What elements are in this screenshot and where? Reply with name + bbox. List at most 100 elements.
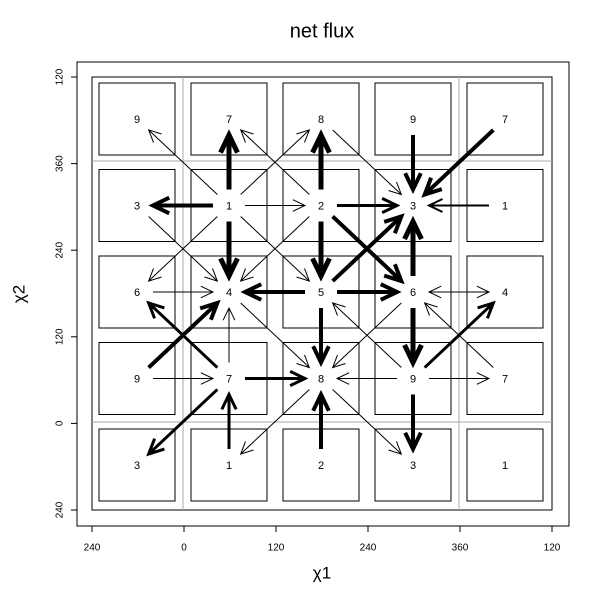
node-label: 7 bbox=[226, 114, 232, 126]
node-bg bbox=[498, 111, 512, 127]
flux-arrow bbox=[337, 282, 402, 302]
flux-arrow bbox=[310, 221, 332, 282]
y-tick-label: 240 bbox=[55, 241, 66, 258]
flux-layer: 9 7 8 9 7 3 1 2 3 1 6 4 5 6 4 9 7 8 9 7 3 1 2 3 1 bbox=[98, 82, 544, 502]
flux-arrow bbox=[218, 129, 240, 190]
chart-title: net flux bbox=[290, 20, 354, 42]
node-label: 1 bbox=[502, 460, 508, 472]
cell bbox=[466, 428, 544, 502]
x-tick-label: 240 bbox=[84, 543, 101, 554]
flux-arrow bbox=[332, 129, 403, 196]
node-bg bbox=[406, 370, 420, 387]
node-label: 9 bbox=[134, 114, 140, 126]
grid-frame bbox=[91, 76, 553, 511]
node-label: 9 bbox=[410, 114, 416, 126]
node-bg bbox=[222, 457, 236, 473]
x-tick-label: 120 bbox=[268, 543, 285, 554]
node-bg bbox=[130, 111, 144, 127]
node-label: 7 bbox=[502, 114, 508, 126]
node-label: 6 bbox=[410, 287, 416, 299]
node-bg bbox=[498, 284, 512, 300]
flux-arrow bbox=[429, 372, 491, 385]
node-label: 2 bbox=[318, 200, 324, 212]
flux-arrow bbox=[147, 129, 218, 195]
flux-arrow bbox=[335, 372, 397, 385]
node-bg bbox=[406, 197, 420, 214]
flux-arrow bbox=[148, 216, 219, 282]
flux-arrow bbox=[239, 389, 310, 455]
flux-arrow bbox=[402, 215, 424, 276]
flux-arrow bbox=[146, 388, 219, 457]
y-tick-label: 120 bbox=[55, 328, 66, 345]
flux-arrow bbox=[332, 389, 403, 455]
x-tick-label: 120 bbox=[544, 543, 561, 554]
flux-arrow bbox=[331, 302, 402, 368]
node-label: 3 bbox=[134, 200, 140, 212]
flux-arrow bbox=[222, 306, 236, 363]
node-bg bbox=[498, 370, 512, 387]
x-tick-label: 0 bbox=[181, 543, 187, 554]
flux-arrow bbox=[239, 129, 310, 195]
node-label: 1 bbox=[226, 200, 232, 212]
node-label: 9 bbox=[134, 373, 140, 385]
flux-arrow bbox=[423, 300, 496, 369]
node-bg bbox=[222, 197, 236, 214]
node-bg bbox=[222, 111, 236, 127]
node-label: 3 bbox=[134, 460, 140, 472]
flux-arrow bbox=[426, 198, 489, 213]
node-bg bbox=[314, 284, 328, 300]
node-bg bbox=[314, 197, 328, 214]
flux-arrow bbox=[427, 285, 489, 299]
node-bg bbox=[406, 457, 420, 473]
flux-arrow bbox=[310, 129, 332, 190]
flux-arrow bbox=[148, 195, 213, 216]
flux-arrow bbox=[337, 196, 401, 215]
node-bg bbox=[498, 457, 512, 473]
node-bg bbox=[406, 284, 420, 300]
node-label: 6 bbox=[134, 287, 140, 299]
node-label: 8 bbox=[318, 373, 324, 385]
node-bg bbox=[314, 111, 328, 127]
node-bg bbox=[130, 370, 144, 387]
node-label: 2 bbox=[318, 460, 324, 472]
x-tick-label: 360 bbox=[452, 543, 469, 554]
flux-arrow bbox=[218, 221, 240, 282]
node-bg bbox=[222, 370, 236, 387]
y-axis-label: χ2 bbox=[9, 285, 28, 303]
flux-arrow bbox=[147, 299, 221, 369]
flux-arrow bbox=[153, 372, 215, 385]
node-bg bbox=[130, 197, 144, 214]
cell bbox=[98, 82, 176, 156]
y-tick-label: 0 bbox=[55, 420, 66, 426]
node-label: 4 bbox=[502, 287, 508, 299]
node-label: 3 bbox=[410, 460, 416, 472]
node-bg bbox=[314, 457, 328, 473]
x-tick-label: 240 bbox=[360, 543, 377, 554]
node-bg bbox=[130, 284, 144, 300]
node-label: 7 bbox=[226, 373, 232, 385]
flux-arrow bbox=[403, 394, 423, 454]
flux-arrow bbox=[245, 369, 309, 388]
flux-arrow bbox=[245, 199, 307, 212]
node-label: 5 bbox=[318, 287, 324, 299]
plot-frame bbox=[76, 61, 570, 527]
cell bbox=[98, 428, 176, 502]
node-label: 7 bbox=[502, 373, 508, 385]
cell bbox=[466, 82, 544, 156]
node-label: 1 bbox=[226, 460, 232, 472]
node-label: 3 bbox=[410, 200, 416, 212]
node-bg bbox=[406, 111, 420, 127]
flux-arrow bbox=[240, 302, 311, 369]
y-tick-label: 360 bbox=[55, 155, 66, 172]
node-bg bbox=[314, 370, 328, 387]
x-axis-label: χ1 bbox=[313, 563, 331, 582]
flux-arrow bbox=[402, 308, 424, 369]
flux-arrow bbox=[311, 389, 331, 449]
node-label: 4 bbox=[226, 287, 232, 299]
y-tick-label: 240 bbox=[55, 501, 66, 518]
flux-arrow bbox=[311, 308, 331, 368]
node-bg bbox=[222, 284, 236, 300]
flux-arrow bbox=[153, 285, 215, 299]
node-label: 9 bbox=[410, 373, 416, 385]
node-label: 8 bbox=[318, 114, 324, 126]
